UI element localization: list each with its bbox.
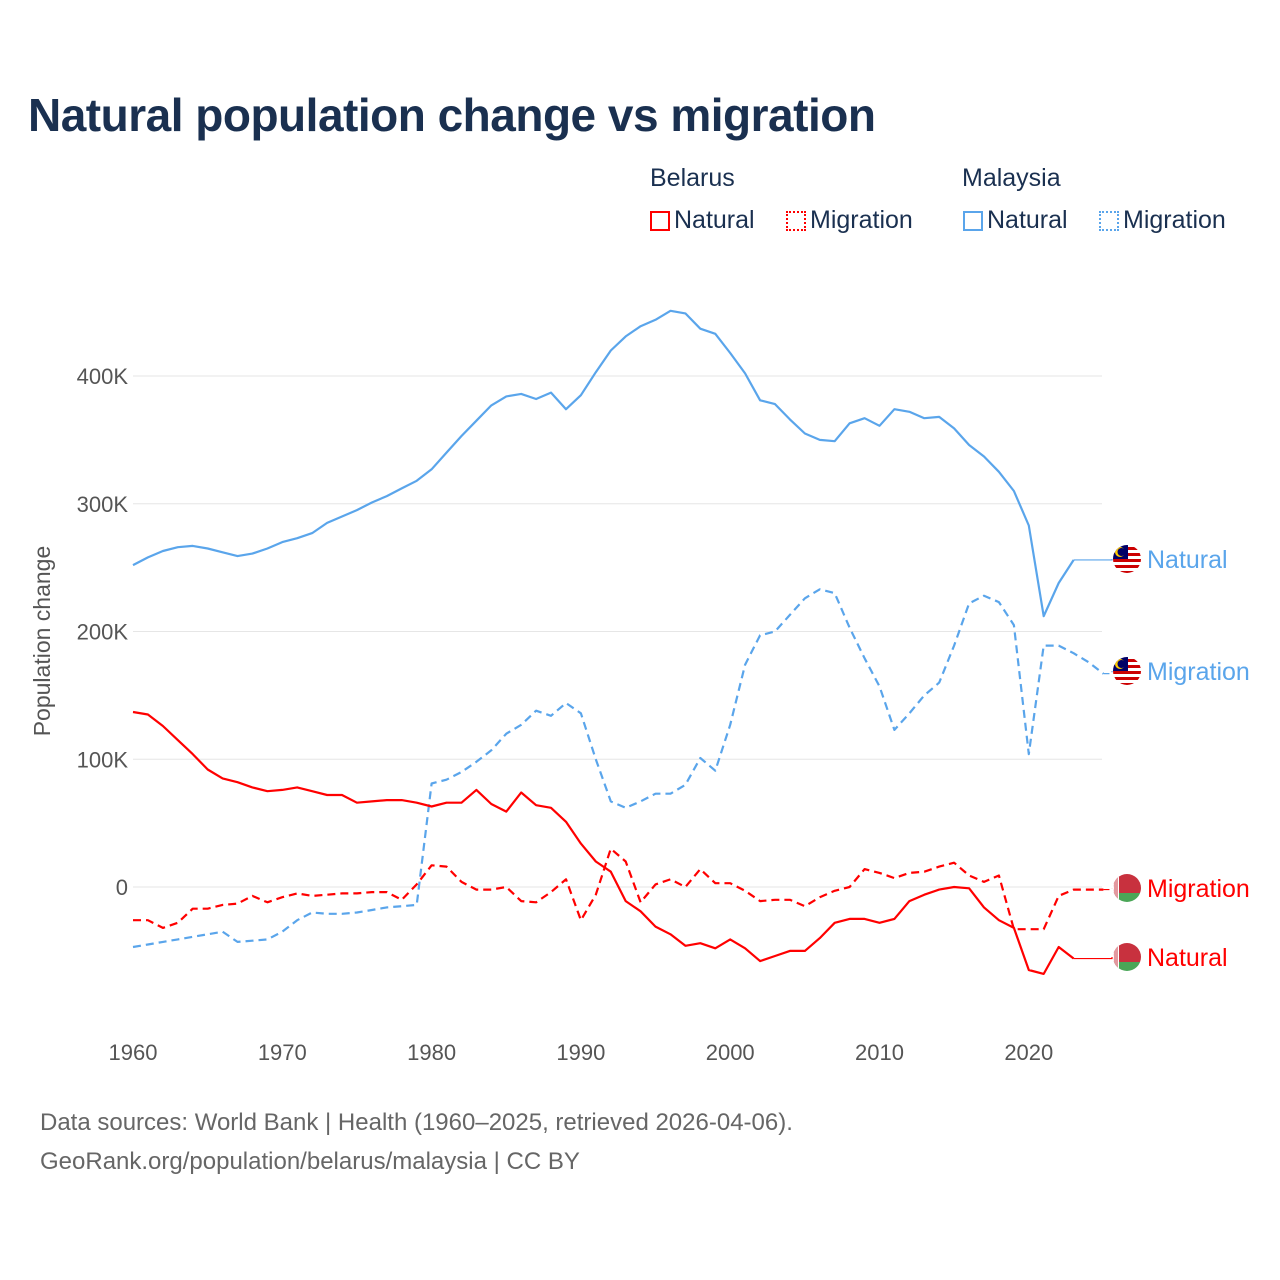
y-axis-label: Population change: [29, 546, 55, 737]
legend-label: Natural: [987, 206, 1068, 234]
y-tick-label: 400K: [77, 364, 129, 389]
leader-line: [1073, 559, 1113, 561]
series-end-label: Migration: [1147, 875, 1250, 903]
legend-belarus-natural[interactable]: Natural: [650, 206, 755, 235]
y-tick-label: 300K: [77, 492, 129, 517]
malaysia-flag-icon: [1113, 545, 1141, 574]
x-tick-label: 1980: [407, 1040, 456, 1065]
legend-swatch-solid: [650, 210, 670, 231]
series-line-belarus-natural: [132, 710, 1075, 975]
x-tick-label: 1970: [258, 1040, 307, 1065]
legend-label: Migration: [810, 206, 913, 234]
footer-link[interactable]: GeoRank.org/population/belarus/malaysia …: [40, 1148, 580, 1175]
leader-line: [1103, 888, 1113, 891]
leader-line: [1073, 957, 1113, 960]
legend-belarus-migration[interactable]: Migration: [786, 206, 913, 235]
series-line-malaysia-migration: [132, 588, 1105, 949]
legend-swatch-dotted: [786, 210, 806, 231]
series-end-label: Natural: [1147, 546, 1228, 574]
x-tick-label: 2000: [706, 1040, 755, 1065]
legend-malaysia-natural[interactable]: Natural: [963, 206, 1068, 235]
series-end-label: Natural: [1147, 944, 1228, 972]
legend-label: Natural: [674, 206, 755, 234]
leader-line: [1103, 671, 1113, 675]
belarus-flag-icon: [1113, 943, 1141, 971]
series-line-malaysia-natural: [132, 309, 1075, 618]
legend-label: Migration: [1123, 206, 1226, 234]
legend-swatch-solid: [963, 210, 983, 231]
footer-sources: Data sources: World Bank | Health (1960–…: [40, 1109, 793, 1136]
legend-malaysia-migration[interactable]: Migration: [1099, 206, 1226, 235]
belarus-flag-icon: [1113, 874, 1141, 902]
y-tick-label: 200K: [77, 620, 129, 645]
x-tick-label: 2020: [1004, 1040, 1053, 1065]
x-tick-label: 1960: [109, 1040, 158, 1065]
y-tick-label: 0: [116, 875, 128, 900]
malaysia-flag-icon: [1113, 657, 1141, 686]
chart-title: Natural population change vs migration: [28, 89, 876, 141]
legend-group-belarus: Belarus: [650, 164, 735, 192]
x-tick-label: 2010: [855, 1040, 904, 1065]
series-line-belarus-migration: [133, 847, 1104, 931]
legend-swatch-dotted: [1099, 210, 1119, 231]
y-tick-label: 100K: [77, 747, 129, 772]
legend-group-malaysia: Malaysia: [962, 164, 1061, 192]
series-end-label: Migration: [1147, 658, 1250, 686]
x-tick-label: 1990: [556, 1040, 605, 1065]
